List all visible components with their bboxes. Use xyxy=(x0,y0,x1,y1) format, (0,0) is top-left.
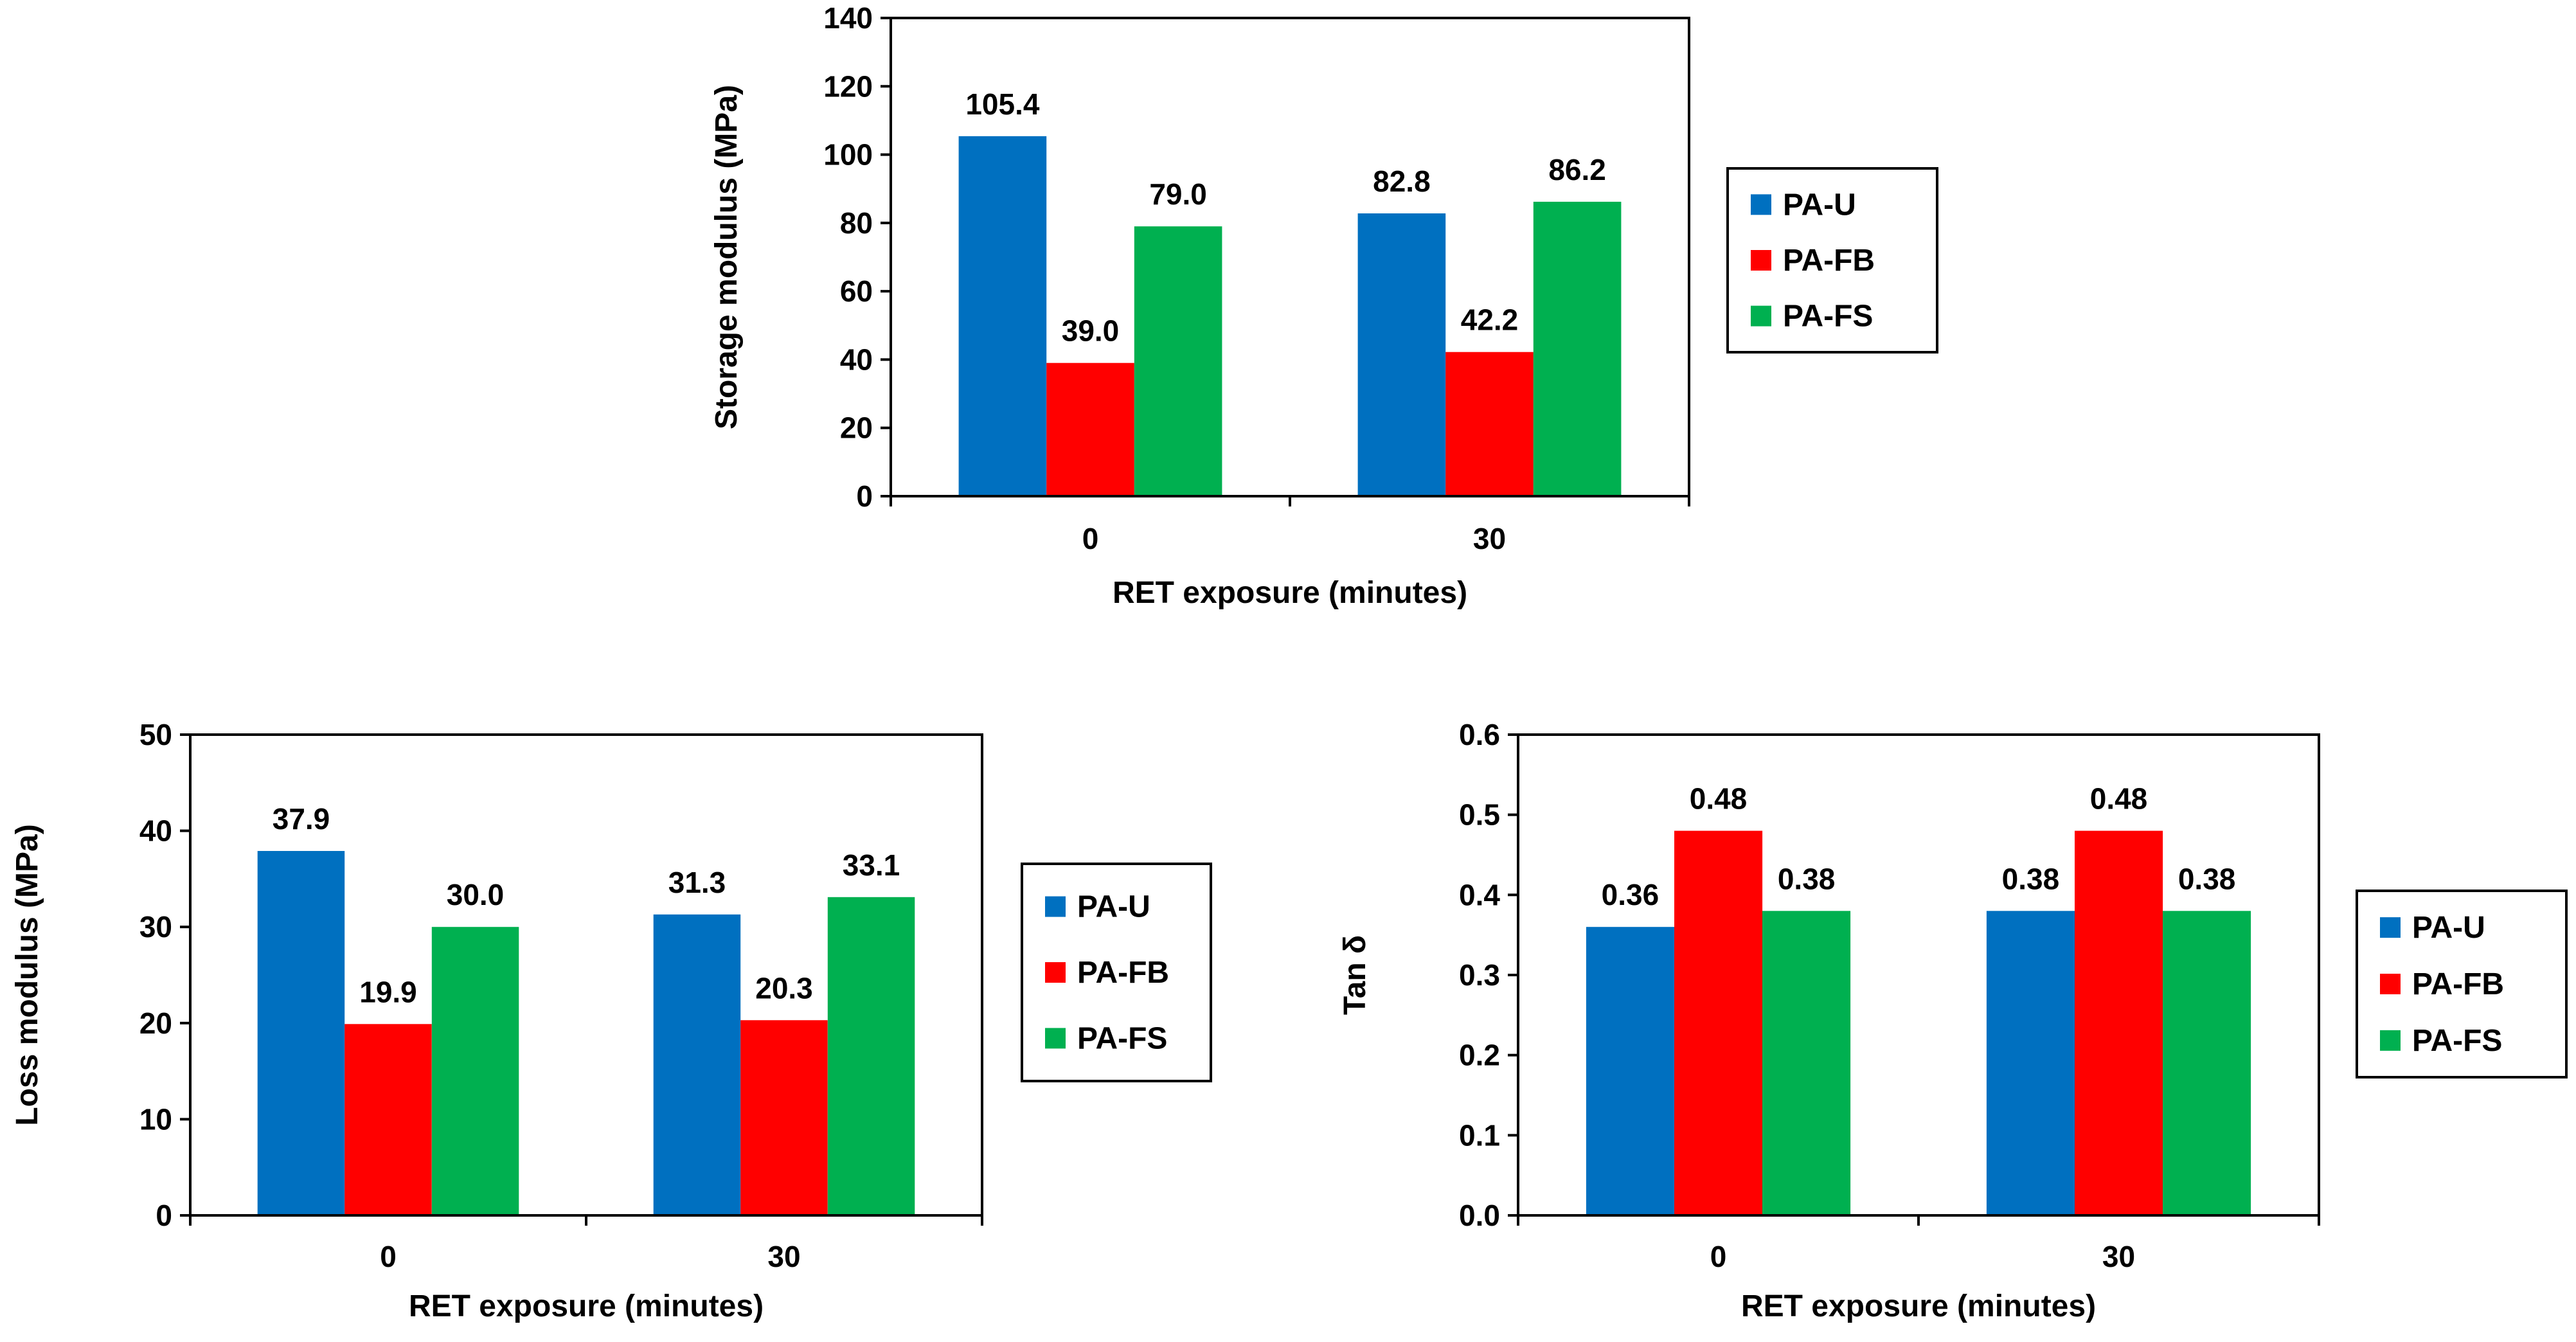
data-label-pa-u-30: 82.8 xyxy=(1373,165,1431,198)
y-axis-title: Tan δ xyxy=(1338,935,1372,1015)
y-tick-label: 0.4 xyxy=(1459,878,1500,911)
bar-pa-fb-30 xyxy=(740,1020,828,1215)
legend-swatch-pa-u xyxy=(2380,917,2401,938)
y-axis-title: Storage modulus (MPa) xyxy=(710,85,744,429)
data-label-pa-fs-0: 30.0 xyxy=(447,878,505,911)
bar-pa-u-30 xyxy=(653,914,741,1215)
data-label-pa-u-30: 0.38 xyxy=(2002,862,2060,895)
data-label-pa-fs-30: 33.1 xyxy=(843,848,900,882)
bar-pa-u-0 xyxy=(257,851,345,1215)
y-tick-label: 0.5 xyxy=(1459,798,1500,832)
legend-label-pa-fs: PA-FS xyxy=(1783,300,1873,334)
legend: PA-U PA-FB PA-FS xyxy=(2356,890,2568,1078)
legend-label-pa-fs: PA-FS xyxy=(2412,1024,2502,1058)
legend-swatch-pa-u xyxy=(1045,896,1066,917)
y-tick-label: 40 xyxy=(840,343,873,376)
y-tick-label: 0.1 xyxy=(1459,1118,1500,1152)
legend-label-pa-fb: PA-FB xyxy=(2412,967,2504,1001)
x-axis-title: RET exposure (minutes) xyxy=(409,1289,764,1323)
x-axis-title: RET exposure (minutes) xyxy=(1113,576,1467,610)
y-tick-label: 0 xyxy=(156,1199,172,1232)
legend: PA-U PA-FB PA-FS xyxy=(1726,167,1938,353)
data-label-pa-u-0: 105.4 xyxy=(965,87,1040,121)
bar-pa-u-0 xyxy=(1586,927,1674,1215)
data-label-pa-fb-30: 20.3 xyxy=(755,971,813,1005)
y-tick-label: 80 xyxy=(840,206,873,240)
y-tick-label: 20 xyxy=(840,411,873,445)
legend-swatch-pa-u xyxy=(1751,194,1771,215)
y-tick-label: 120 xyxy=(823,69,873,103)
bar-pa-u-30 xyxy=(1986,911,2075,1215)
legend-label-pa-fs: PA-FS xyxy=(1077,1021,1167,1055)
x-category-label: 30 xyxy=(767,1240,800,1273)
y-tick-label: 100 xyxy=(823,138,873,172)
data-label-pa-u-30: 31.3 xyxy=(668,866,726,899)
y-axis-title: Loss modulus (MPa) xyxy=(10,824,44,1125)
y-tick-label: 140 xyxy=(823,1,873,35)
data-label-pa-fs-0: 0.38 xyxy=(1778,862,1836,895)
legend-label-pa-fb: PA-FB xyxy=(1783,244,1875,278)
y-tick-label: 0 xyxy=(856,479,873,513)
legend-swatch-pa-fb xyxy=(1045,962,1066,983)
data-label-pa-fs-0: 79.0 xyxy=(1149,177,1207,211)
bar-pa-fb-30 xyxy=(2075,830,2163,1215)
legend: PA-U PA-FB PA-FS xyxy=(1021,863,1212,1082)
data-label-pa-u-0: 0.36 xyxy=(1602,878,1659,911)
legend-swatch-pa-fs xyxy=(2380,1030,2401,1051)
data-label-pa-fb-30: 42.2 xyxy=(1461,303,1519,337)
y-tick-label: 10 xyxy=(139,1102,172,1136)
bar-pa-fs-30 xyxy=(2163,911,2251,1215)
data-label-pa-fb-0: 39.0 xyxy=(1062,314,1120,348)
bar-pa-fb-30 xyxy=(1445,352,1534,496)
bar-pa-fs-0 xyxy=(1134,226,1222,496)
data-label-pa-fs-30: 86.2 xyxy=(1548,153,1606,186)
bar-pa-fb-0 xyxy=(1674,830,1763,1215)
y-tick-label: 0.6 xyxy=(1459,718,1500,751)
x-axis-title: RET exposure (minutes) xyxy=(1741,1289,2096,1323)
y-tick-label: 30 xyxy=(139,910,172,944)
storage-modulus-chart: 105.4 82.8 39.0 42.2 79.0 86.2 0 20 40 60 80 100 120… xyxy=(710,1,1938,610)
bar-pa-fs-0 xyxy=(431,927,519,1215)
data-label-pa-fb-30: 0.48 xyxy=(2090,782,2148,816)
data-label-pa-fs-30: 0.38 xyxy=(2178,862,2236,895)
x-category-label: 0 xyxy=(380,1240,397,1273)
x-category-label: 30 xyxy=(2102,1240,2135,1273)
legend-label-pa-u: PA-U xyxy=(1783,188,1856,222)
legend-swatch-pa-fb xyxy=(2380,974,2401,994)
y-tick-label: 20 xyxy=(139,1006,172,1040)
data-label-pa-u-0: 37.9 xyxy=(273,802,330,836)
data-label-pa-fb-0: 19.9 xyxy=(359,975,417,1008)
legend-label-pa-fb: PA-FB xyxy=(1077,956,1169,990)
bar-pa-fs-30 xyxy=(827,897,915,1215)
y-tick-label: 0.3 xyxy=(1459,958,1500,992)
y-tick-label: 0.2 xyxy=(1459,1039,1500,1072)
legend-swatch-pa-fs xyxy=(1045,1028,1066,1049)
legend-swatch-pa-fb xyxy=(1751,250,1771,271)
legend-swatch-pa-fs xyxy=(1751,305,1771,327)
bar-pa-fb-0 xyxy=(344,1024,432,1215)
y-tick-label: 40 xyxy=(139,814,172,848)
y-tick-label: 0.0 xyxy=(1459,1199,1500,1232)
data-label-pa-fb-0: 0.48 xyxy=(1690,782,1748,816)
x-category-label: 0 xyxy=(1082,522,1099,555)
legend-label-pa-u: PA-U xyxy=(2412,911,2485,945)
tan-delta-chart: 0.36 0.38 0.48 0.48 0.38 0.38 0.0 0.1 0.2 0.3 0.4 0… xyxy=(1338,718,2568,1323)
bar-pa-fb-0 xyxy=(1046,362,1134,496)
bar-pa-u-30 xyxy=(1357,213,1446,496)
bar-pa-fs-30 xyxy=(1533,201,1622,496)
x-category-label: 0 xyxy=(1710,1240,1727,1273)
bar-pa-fs-0 xyxy=(1762,911,1851,1215)
legend-label-pa-u: PA-U xyxy=(1077,890,1150,924)
x-category-label: 30 xyxy=(1473,522,1506,555)
y-tick-label: 50 xyxy=(139,718,172,751)
bar-pa-u-0 xyxy=(958,136,1047,496)
y-tick-label: 60 xyxy=(840,274,873,308)
